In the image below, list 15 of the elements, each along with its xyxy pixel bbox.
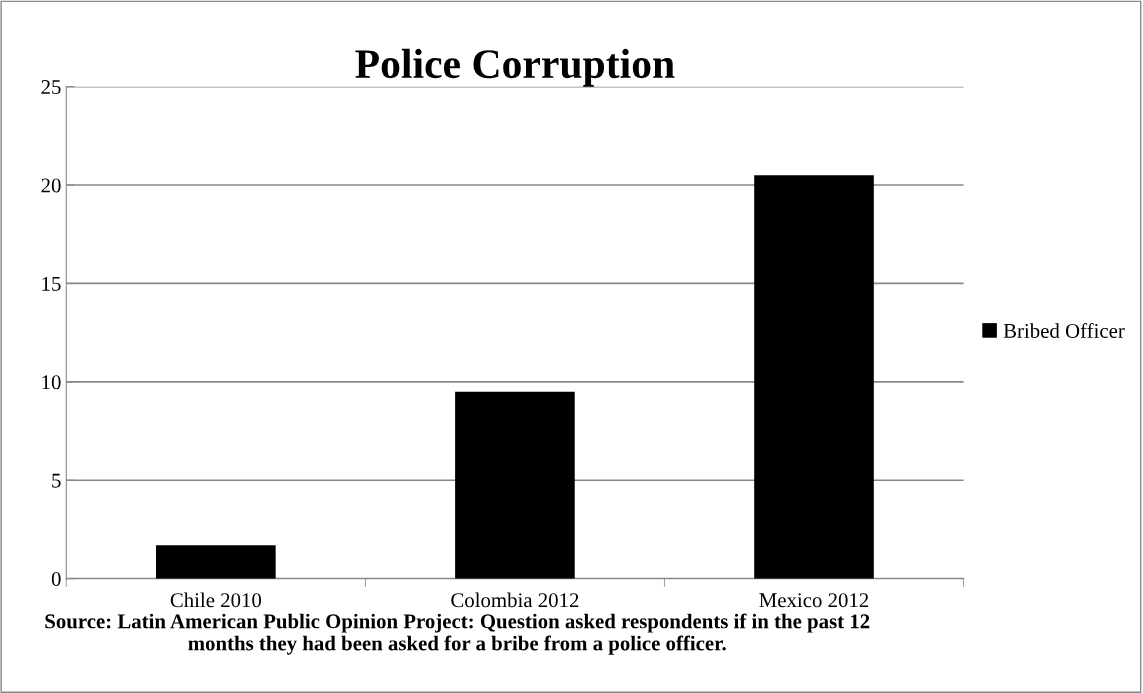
y-tick-label: 20 — [41, 178, 61, 193]
y-tick-label: 25 — [41, 80, 61, 95]
x-tick-label: Mexico 2012 — [759, 593, 869, 608]
bar — [455, 391, 575, 579]
y-tick-label: 5 — [52, 473, 61, 488]
y-tick-label: 15 — [42, 276, 61, 291]
x-tick-label: Colombia 2012 — [451, 592, 579, 608]
bar — [156, 545, 276, 579]
chart-title: Police Corruption — [355, 48, 675, 87]
y-tick-label: 0 — [51, 572, 61, 587]
bar — [754, 175, 874, 579]
x-tick-label: Chile 2010 — [170, 592, 262, 608]
legend-label: Bribed Officer — [1003, 323, 1125, 338]
y-tick-label: 10 — [42, 375, 61, 390]
source-note: Source: Latin American Public Opinion Project: Question asked respondents if in the past 12 months they had been asked for a bribe from a police officer. — [45, 613, 870, 655]
